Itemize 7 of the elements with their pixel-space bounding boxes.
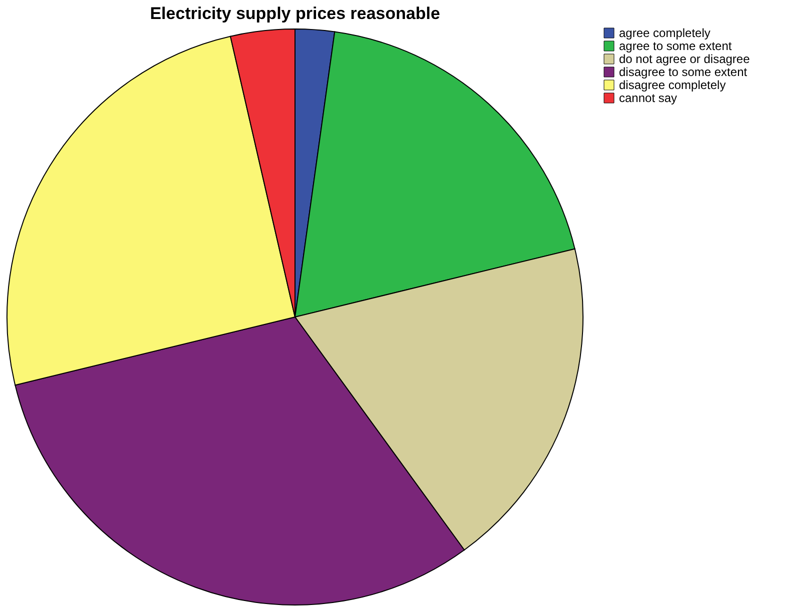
legend-label: agree completely [619,26,710,40]
legend-label: do not agree or disagree [619,52,750,66]
legend-label: agree to some extent [619,39,732,53]
legend-label: disagree completely [619,78,726,92]
legend-label: disagree to some extent [619,65,748,79]
chart-title: Electricity supply prices reasonable [150,4,440,23]
legend-label: cannot say [619,91,678,105]
